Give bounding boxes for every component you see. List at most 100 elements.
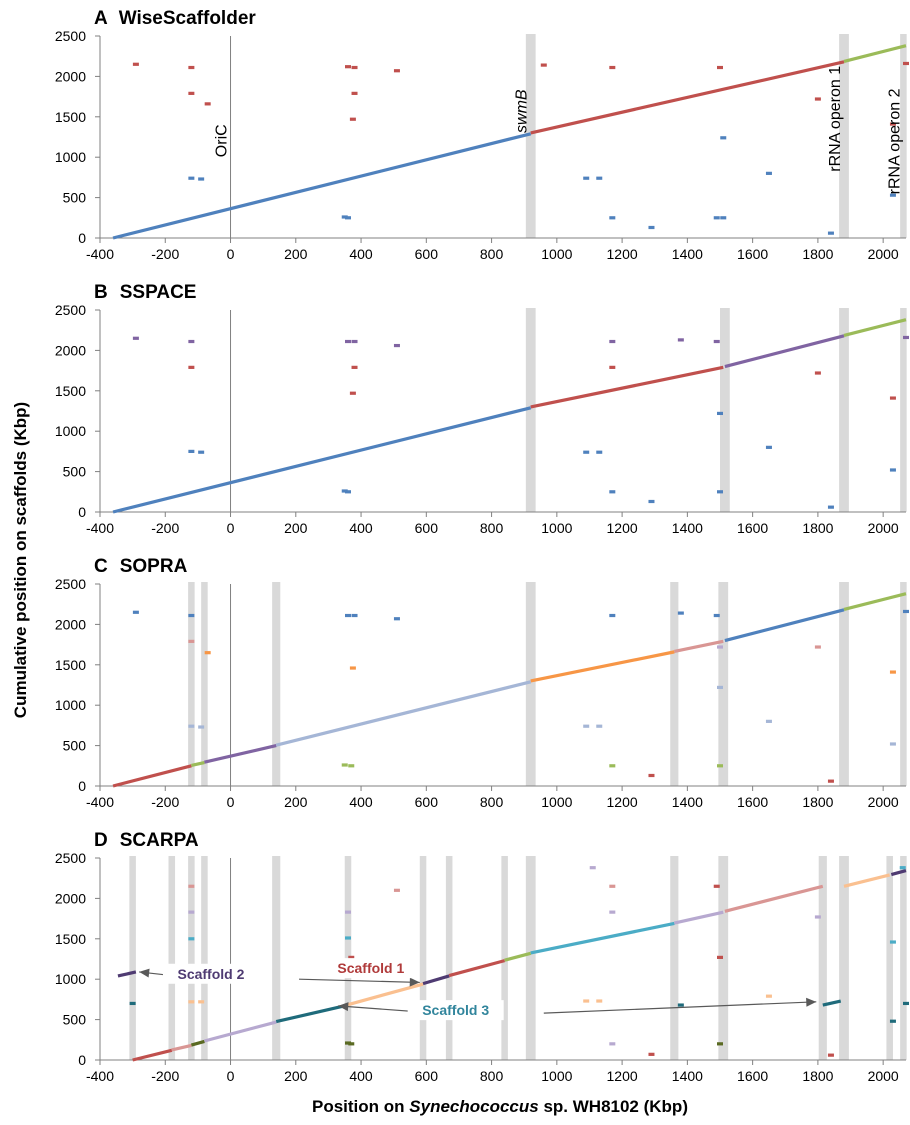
alignment-mark (717, 955, 723, 959)
highlight-band (344, 856, 352, 1060)
x-tick-label: 200 (284, 1068, 308, 1084)
alignment-segment (673, 910, 724, 925)
alignment-mark (814, 371, 821, 375)
alignment-mark (596, 450, 603, 454)
y-tick-label: 1500 (55, 383, 86, 399)
alignment-mark (341, 489, 348, 493)
x-tick-label: 1400 (672, 520, 703, 536)
x-tick-label: 1200 (607, 1068, 638, 1084)
panel-name: SCARPA (120, 830, 199, 851)
panel-b: 0 500 1000 1500 2000 2500 -400 -200 0 200 400 600 80… (55, 282, 909, 536)
alignment-mark (188, 339, 195, 344)
alignment-mark (903, 1001, 909, 1006)
alignment-mark (609, 216, 616, 220)
alignment-mark (609, 1042, 616, 1046)
scaffold-label: Scaffold 3 (422, 1002, 489, 1018)
x-axis-label-prefix: Position on (312, 1097, 409, 1116)
panel-letter: C (94, 556, 108, 577)
x-tick-label: 2000 (868, 794, 899, 810)
alignment-mark (351, 91, 358, 95)
x-tick-label: 1000 (541, 246, 572, 262)
alignment-segment (204, 744, 277, 764)
alignment-mark (899, 866, 906, 870)
x-tick-label: 200 (284, 794, 308, 810)
arrow-head (806, 997, 817, 1007)
alignment-mark (717, 645, 723, 649)
alignment-mark (717, 764, 723, 768)
highlight-band (900, 34, 907, 238)
vertical-annotation: OriC (214, 124, 231, 157)
x-tick-label: 2000 (868, 246, 899, 262)
alignment-mark (188, 449, 195, 453)
y-tick-label: 2500 (55, 302, 86, 318)
x-tick-label: 1000 (541, 794, 572, 810)
highlight-band (525, 582, 536, 786)
alignment-mark (827, 779, 834, 783)
y-tick-label: 500 (63, 1012, 87, 1028)
alignment-mark (903, 61, 909, 66)
panel-title: B SSPACE (94, 282, 196, 303)
highlight-band (188, 856, 195, 1060)
alignment-mark (188, 884, 195, 888)
alignment-segment (530, 921, 675, 955)
alignment-mark (345, 910, 351, 914)
y-tick-label: 1000 (55, 149, 86, 165)
alignment-mark (583, 724, 590, 728)
y-tick-label: 2500 (55, 850, 86, 866)
x-axis-label-suffix: sp. WH8102 (Kbp) (539, 1097, 688, 1116)
x-tick-label: 0 (227, 520, 235, 536)
alignment-segment (530, 650, 675, 683)
highlight-band (720, 308, 730, 512)
alignment-mark (596, 999, 603, 1003)
x-tick-label: 1800 (802, 520, 833, 536)
x-tick-label: 600 (415, 520, 439, 536)
alignment-mark (677, 338, 684, 342)
highlight-band (168, 856, 176, 1060)
highlight-band (839, 856, 849, 1060)
alignment-mark (345, 490, 351, 494)
y-axis-label: Cumulative position on scaffolds (Kbp) (11, 402, 30, 718)
alignment-mark (596, 724, 603, 728)
alignment-mark (345, 65, 351, 69)
alignment-mark (540, 63, 547, 67)
alignment-mark (351, 613, 358, 618)
alignment-mark (765, 445, 772, 449)
y-tick-label: 1000 (55, 971, 86, 987)
vertical-annotation: rRNA operon 1 (827, 66, 844, 172)
alignment-mark (609, 910, 616, 914)
alignment-mark (351, 65, 358, 70)
highlight-band (272, 582, 281, 786)
panel-letter: B (94, 282, 108, 303)
alignment-segment (504, 951, 532, 962)
highlight-band (900, 308, 907, 512)
x-tick-label: 1400 (672, 1068, 703, 1084)
scaffold-label: Scaffold 2 (177, 966, 244, 982)
alignment-mark (341, 763, 348, 767)
alignment-mark (341, 215, 348, 219)
y-tick-label: 2000 (55, 616, 86, 632)
alignment-segment (724, 334, 845, 369)
y-tick-label: 1500 (55, 657, 86, 673)
x-tick-label: 800 (480, 246, 504, 262)
alignment-mark (889, 742, 896, 746)
alignment-mark (889, 193, 896, 197)
alignment-mark (188, 365, 195, 369)
alignment-mark (677, 1003, 684, 1007)
alignment-mark (609, 884, 616, 888)
annotation-bg (162, 963, 259, 984)
alignment-mark (720, 216, 727, 220)
x-tick-label: 1800 (802, 246, 833, 262)
alignment-segment (724, 608, 845, 643)
x-tick-label: -200 (151, 794, 179, 810)
alignment-mark (129, 1001, 136, 1006)
alignment-mark (889, 670, 896, 674)
arrow-line (543, 1001, 817, 1014)
alignment-mark (648, 773, 655, 778)
alignment-segment (422, 974, 450, 986)
alignment-mark (596, 176, 603, 180)
y-tick-label: 0 (78, 504, 86, 520)
alignment-segment (112, 132, 532, 240)
x-axis-label: Position on Synechococcus sp. WH8102 (Kb… (312, 1097, 688, 1116)
x-tick-label: 1600 (737, 520, 768, 536)
highlight-band (839, 582, 849, 786)
